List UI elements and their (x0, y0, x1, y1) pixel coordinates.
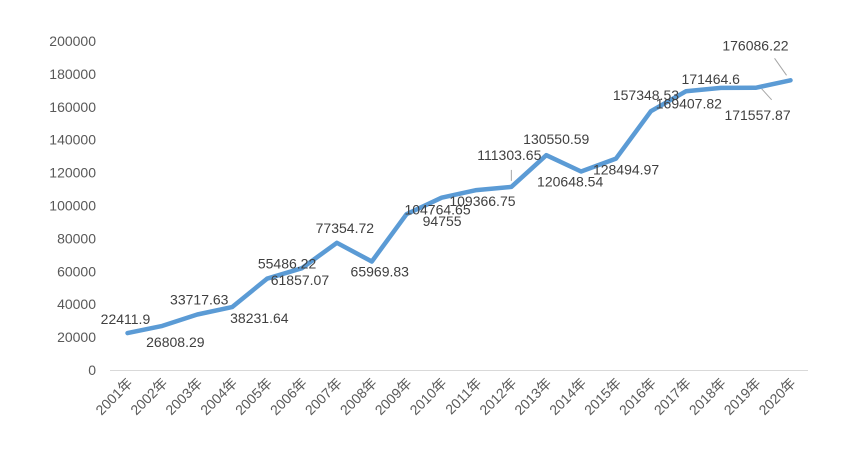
data-label: 157348.53 (613, 87, 679, 103)
x-tick-label: 2005年 (232, 375, 275, 418)
series-line (125, 78, 793, 336)
data-label: 109366.75 (449, 193, 515, 209)
y-tick-label: 60000 (57, 263, 96, 279)
label-leader-line (761, 88, 773, 101)
data-label: 128494.97 (593, 162, 659, 178)
x-tick-label: 2004年 (197, 375, 240, 418)
x-tick-label: 2001年 (92, 375, 135, 418)
data-label: 171557.87 (724, 107, 790, 123)
label-leader-line (774, 58, 787, 76)
data-label: 176086.22 (722, 37, 788, 53)
y-tick-label: 20000 (57, 329, 96, 345)
data-label: 26808.29 (146, 334, 205, 350)
y-tick-label: 40000 (57, 296, 96, 312)
x-tick-label: 2002年 (127, 375, 170, 418)
x-tick-label: 2016年 (616, 375, 659, 418)
x-tick-label: 2009年 (372, 375, 415, 418)
y-tick-label: 80000 (57, 230, 96, 246)
x-tick-label: 2003年 (162, 375, 205, 418)
x-tick-label: 2019年 (721, 375, 764, 418)
y-axis: 0 20000 40000 60000 80000 100000 120000 140000 1… (49, 33, 96, 378)
data-label: 38231.64 (230, 310, 289, 326)
data-label: 22411.9 (101, 311, 151, 327)
data-label: 33717.63 (170, 292, 229, 308)
y-tick-label: 160000 (49, 99, 96, 115)
data-label: 171464.6 (682, 71, 741, 87)
data-label: 130550.59 (523, 131, 589, 147)
data-label: 77354.72 (316, 220, 375, 236)
x-tick-label: 2008年 (337, 375, 380, 418)
x-tick-label: 2014年 (546, 375, 589, 418)
y-tick-label: 140000 (49, 132, 96, 148)
x-tick-label: 2011年 (442, 375, 485, 418)
y-tick-label: 100000 (49, 198, 96, 214)
data-label: 55486.22 (258, 256, 317, 272)
x-tick-label: 2017年 (651, 375, 694, 418)
x-axis: 2001年2002年2003年2004年2005年2006年2007年2008年… (92, 375, 798, 418)
y-tick-label: 200000 (49, 33, 96, 49)
data-label: 104764.65 (404, 202, 470, 218)
data-label: 94755 (423, 213, 462, 229)
x-tick-label: 2012年 (476, 375, 519, 418)
data-label: 120648.54 (537, 174, 603, 190)
data-label: 169407.82 (656, 95, 722, 111)
y-tick-label: 180000 (49, 66, 96, 82)
data-label: 61857.07 (271, 272, 330, 288)
x-tick-label: 2020年 (755, 375, 798, 418)
data-label: 111303.65 (477, 147, 541, 163)
x-tick-label: 2006年 (267, 375, 310, 418)
x-tick-label: 2007年 (302, 375, 345, 418)
y-tick-label: 120000 (49, 165, 96, 181)
y-tick-label: 0 (88, 362, 96, 378)
data-label: 65969.83 (351, 263, 410, 279)
x-tick-label: 2010年 (406, 375, 449, 418)
x-tick-label: 2015年 (581, 375, 624, 418)
x-tick-label: 2018年 (686, 375, 729, 418)
data-labels: 22411.926808.2933717.6338231.6455486.226… (101, 37, 791, 350)
label-leader-lines (510, 58, 787, 181)
x-tick-label: 2013年 (511, 375, 554, 418)
